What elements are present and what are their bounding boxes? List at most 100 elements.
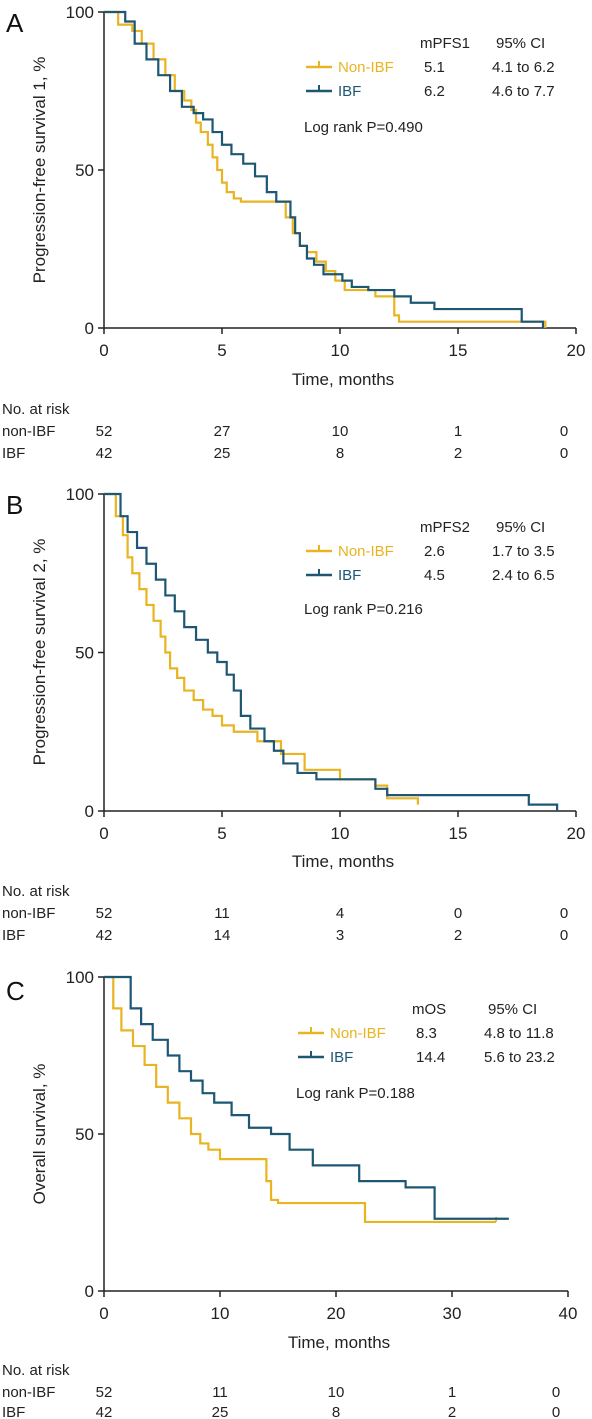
legend-median-value: 14.4 [416,1049,445,1066]
risk-count: 52 [96,1384,113,1401]
risk-count: 25 [212,1404,229,1419]
x-tick-label: 20 [327,1304,346,1323]
risk-table-title: No. at risk [2,1362,70,1379]
y-axis-label: Progression-free survival 2, % [30,539,49,766]
legend-ci-value: 1.7 to 3.5 [492,543,555,560]
x-tick-label: 20 [567,341,586,360]
y-tick-label: 100 [66,968,94,987]
risk-count: 0 [560,423,568,440]
panel-letter: C [6,976,25,1006]
x-tick-label: 10 [331,824,350,843]
legend-median-value: 6.2 [424,83,445,100]
series-line-ibf [104,10,545,328]
risk-count: 27 [214,423,231,440]
risk-count: 0 [560,905,568,922]
risk-count: 0 [454,905,462,922]
risk-table: No. at risk non-IBF 52 11 4 0 0 IBF 42 14 3 2 0 [2,883,568,944]
panel-letter: A [6,8,24,38]
risk-count: 42 [96,927,113,944]
legend-median-value: 8.3 [416,1025,437,1042]
series-line-ibf [104,975,509,1220]
x-tick-label: 15 [449,341,468,360]
y-tick-label: 0 [85,1282,94,1301]
risk-count: 52 [96,905,113,922]
risk-count: 52 [96,423,113,440]
y-tick-label: 50 [75,644,94,663]
legend: mPFS2 95% CI Non-IBF 2.6 1.7 to 3.5 IBF 4.5 2.4… [306,519,555,584]
legend-series-name: Non-IBF [338,59,394,76]
risk-count: 0 [560,927,568,944]
series-line-non-ibf [104,10,547,328]
logrank-p-value: Log rank P=0.490 [304,119,423,136]
x-tick-label: 10 [331,341,350,360]
risk-row-label: non-IBF [2,423,55,440]
x-tick-label: 0 [99,341,108,360]
legend-series-name: IBF [338,83,361,100]
risk-count: 14 [214,927,231,944]
risk-count: 42 [96,445,113,462]
legend-ci-header: 95% CI [496,519,545,536]
risk-table-title: No. at risk [2,883,70,900]
legend-ci-value: 2.4 to 6.5 [492,567,555,584]
legend-ci-value: 4.1 to 6.2 [492,59,555,76]
x-tick-label: 5 [217,824,226,843]
risk-count: 8 [336,445,344,462]
risk-row-label: IBF [2,445,25,462]
y-tick-label: 100 [66,3,94,22]
legend-ci-value: 4.6 to 7.7 [492,83,555,100]
risk-count: 0 [552,1384,560,1401]
risk-count: 2 [454,927,462,944]
risk-count: 11 [214,905,230,922]
y-tick-label: 0 [85,802,94,821]
risk-count: 42 [96,1404,113,1419]
risk-row-label: IBF [2,927,25,944]
legend: mPFS1 95% CI Non-IBF 5.1 4.1 to 6.2 IBF 6.2 4.6… [306,35,555,100]
legend-median-value: 2.6 [424,543,445,560]
risk-count: 10 [332,423,349,440]
y-tick-label: 50 [75,161,94,180]
logrank-p-value: Log rank P=0.216 [304,601,423,618]
risk-count: 10 [328,1384,345,1401]
legend-median-header: mPFS1 [420,35,470,52]
panel-letter: B [6,490,23,520]
risk-count: 2 [448,1404,456,1419]
legend-median-header: mOS [412,1001,446,1018]
risk-count: 4 [336,905,344,922]
risk-count: 2 [454,445,462,462]
legend-median-value: 4.5 [424,567,445,584]
x-tick-label: 5 [217,341,226,360]
legend-median-value: 5.1 [424,59,445,76]
risk-count: 0 [552,1404,560,1419]
series-line-ibf [104,492,559,811]
legend-ci-header: 95% CI [496,35,545,52]
legend-series-name: IBF [330,1049,353,1066]
x-axis-label: Time, months [292,370,394,389]
legend-median-header: mPFS2 [420,519,470,536]
x-tick-label: 40 [559,1304,578,1323]
x-tick-label: 15 [449,824,468,843]
risk-count: 1 [454,423,462,440]
risk-count: 0 [560,445,568,462]
risk-row-label: non-IBF [2,905,55,922]
risk-row-label: non-IBF [2,1384,55,1401]
x-tick-label: 10 [211,1304,230,1323]
legend-ci-value: 5.6 to 23.2 [484,1049,555,1066]
risk-table-title: No. at risk [2,401,70,418]
x-axis-label: Time, months [288,1333,390,1352]
x-tick-label: 30 [443,1304,462,1323]
y-axis-label: Progression-free survival 1, % [30,57,49,284]
x-tick-label: 0 [99,1304,108,1323]
logrank-p-value: Log rank P=0.188 [296,1085,415,1102]
risk-count: 25 [214,445,231,462]
series-line-non-ibf [104,492,419,805]
risk-row-label: IBF [2,1404,25,1419]
risk-count: 1 [448,1384,456,1401]
risk-count: 8 [332,1404,340,1419]
y-axis-label: Overall survival, % [30,1064,49,1205]
x-tick-label: 0 [99,824,108,843]
